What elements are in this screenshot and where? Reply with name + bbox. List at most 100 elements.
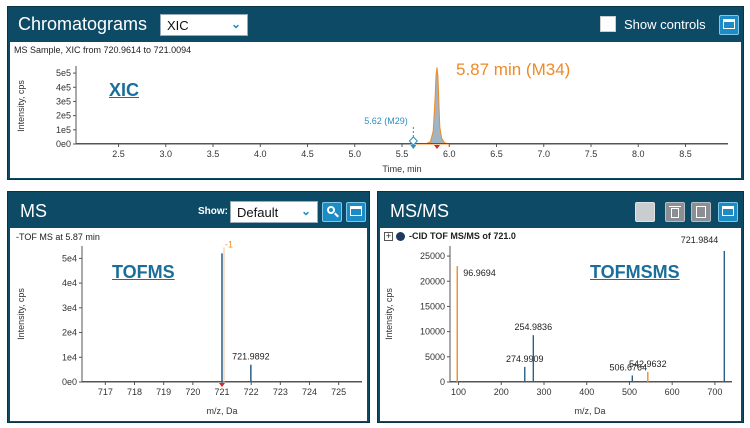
msms-title: MS/MS (390, 201, 450, 221)
xic-marker-diamond (408, 136, 419, 146)
msms-caption: -CID TOF MS/MS of 721.0 (409, 231, 516, 241)
msms-ytick-label: 0 (440, 377, 445, 387)
maximize-icon[interactable] (346, 202, 366, 222)
msms-xlabel: m/z, Da (574, 406, 605, 416)
show-controls-checkbox[interactable] (600, 16, 616, 32)
xic-xtick-label: 6.5 (490, 149, 503, 159)
xic-peak-arrow (433, 145, 440, 149)
ms-ylabel: Intensity, cps (16, 288, 26, 340)
ms-panel: MS Show: Default ⌄ -TOF MS at 5.87 min T… (7, 191, 370, 423)
ms-title: MS (20, 201, 47, 221)
xic-xtick-label: 4.0 (254, 149, 267, 159)
ms-ytick-label: 4e4 (62, 278, 77, 288)
xic-xtick-label: 7.0 (537, 149, 550, 159)
xic-xtick-label: 8.5 (679, 149, 692, 159)
ms-show-select[interactable]: Default ⌄ (230, 201, 318, 223)
clipboard-icon[interactable] (691, 202, 711, 222)
ms-caption: -TOF MS at 5.87 min (16, 232, 100, 242)
xic-xtick-label: 5.5 (396, 149, 409, 159)
xic-ytick-label: 2e5 (56, 111, 71, 121)
xic-ytick-label: 3e5 (56, 96, 71, 106)
xic-ytick-label: 5e5 (56, 68, 71, 78)
msms-ytick-label: 20000 (420, 276, 445, 286)
msms-tag: TOFMSMS (590, 262, 680, 282)
ms-ytick-label: 0e0 (62, 377, 77, 387)
ms-xtick-label: 720 (185, 387, 200, 397)
xic-xtick-label: 3.5 (207, 149, 220, 159)
xic-plot-area: MS Sample, XIC from 720.9614 to 721.0094… (10, 42, 741, 178)
ms-show-label: Show: (198, 206, 228, 217)
xic-ylabel: Intensity, cps (16, 80, 26, 132)
ms-ytick-label: 3e4 (62, 303, 77, 313)
xic-xtick-label: 5.0 (348, 149, 361, 159)
ms-xtick-label: 724 (302, 387, 317, 397)
ms-xtick-label: 723 (273, 387, 288, 397)
ms-xtick-label: 721 (214, 387, 229, 397)
msms-xtick-label: 300 (536, 387, 551, 397)
chromatograms-panel: Chromatograms XIC ⌄ Show controls MS Sam… (7, 6, 744, 180)
show-controls-label[interactable]: Show controls (624, 17, 706, 32)
xic-xtick-label: 7.5 (585, 149, 598, 159)
ms-peak-arrow (219, 383, 225, 387)
ms-show-select-value: Default (237, 205, 279, 220)
xic-xtick-label: 3.0 (160, 149, 173, 159)
maximize-icon[interactable] (719, 15, 739, 35)
xic-ytick-label: 1e5 (56, 125, 71, 135)
msms-ytick-label: 15000 (420, 301, 445, 311)
msms-chart: 0 5000 10000 15000 20000 25000 100 200 300 400 50… (384, 235, 732, 416)
ms-ytick-label: 1e4 (62, 352, 77, 362)
zoom-icon[interactable] (322, 202, 342, 222)
xic-marker-label: 5.62 (M29) (364, 116, 408, 126)
color-swatch-icon[interactable] (635, 202, 655, 222)
xic-xlabel: Time, min (382, 164, 421, 174)
maximize-icon[interactable] (718, 202, 738, 222)
xic-tag: XIC (109, 80, 140, 100)
xic-xtick-label: 2.5 (112, 149, 125, 159)
xic-sample-caption: MS Sample, XIC from 720.9614 to 721.0094 (14, 45, 192, 55)
chevron-down-icon: ⌄ (230, 17, 241, 31)
ms-xlabel: m/z, Da (206, 406, 237, 416)
msms-ylabel: Intensity, cps (384, 288, 394, 340)
series-dot-icon (396, 232, 405, 241)
msms-xtick-label: 400 (579, 387, 594, 397)
msms-plot-area: + -CID TOF MS/MS of 721.0 TOFMSMS 0 5000 1… (380, 228, 741, 421)
xic-ytick-label: 0e0 (56, 139, 71, 149)
ms-xtick-label: 718 (127, 387, 142, 397)
msms-peak-label: 254.9836 (515, 322, 553, 332)
msms-peak-label: 506.6764 (610, 362, 648, 372)
ms-xtick-label: 725 (331, 387, 346, 397)
trash-icon[interactable] (665, 202, 685, 222)
msms-ytick-label: 10000 (420, 327, 445, 337)
xic-xtick-label: 6.0 (443, 149, 456, 159)
msms-xtick-label: 100 (451, 387, 466, 397)
ms-plot-area: -TOF MS at 5.87 min TOFMS 0e0 1e4 2e4 3e4 4e… (10, 228, 367, 421)
xic-xtick-label: 8.0 (632, 149, 645, 159)
msms-xtick-label: 200 (494, 387, 509, 397)
xic-marker-arrow (410, 145, 417, 149)
msms-ytick-label: 25000 (420, 251, 445, 261)
xic-peak-area (411, 67, 450, 145)
msms-peak-label: 96.9694 (463, 268, 496, 278)
expand-icon[interactable]: + (384, 231, 393, 241)
chevron-down-icon: ⌄ (300, 204, 311, 218)
msms-xtick-label: 700 (707, 387, 722, 397)
ms-peak-annot: -1 (225, 239, 233, 249)
xic-ytick-label: 4e5 (56, 82, 71, 92)
msms-xtick-label: 500 (622, 387, 637, 397)
chromatograms-title: Chromatograms (18, 14, 148, 34)
ms-tag: TOFMS (112, 262, 175, 282)
trace-select[interactable]: XIC ⌄ (160, 14, 248, 36)
ms-ytick-label: 2e4 (62, 328, 77, 338)
trace-select-value: XIC (167, 18, 189, 33)
msms-xtick-label: 600 (665, 387, 680, 397)
xic-chart: 0e0 1e5 2e5 3e5 4e5 5e5 2.5 3.0 3.5 4.0 4.5 5.0 5.5… (16, 66, 728, 174)
msms-peak-label: 542.9632 (629, 359, 667, 369)
ms-chart: 0e0 1e4 2e4 3e4 4e4 5e4 717 718 719 720 721 722 723… (16, 239, 362, 416)
xic-peak-label: 5.87 min (M34) (456, 60, 571, 79)
ms-ytick-label: 5e4 (62, 253, 77, 263)
msms-peak-label: 721.9844 (681, 235, 719, 245)
msms-peak-label: 274.9909 (506, 354, 544, 364)
ms-xtick-label: 722 (244, 387, 259, 397)
xic-xtick-label: 4.5 (301, 149, 314, 159)
ms-xtick-label: 717 (98, 387, 113, 397)
